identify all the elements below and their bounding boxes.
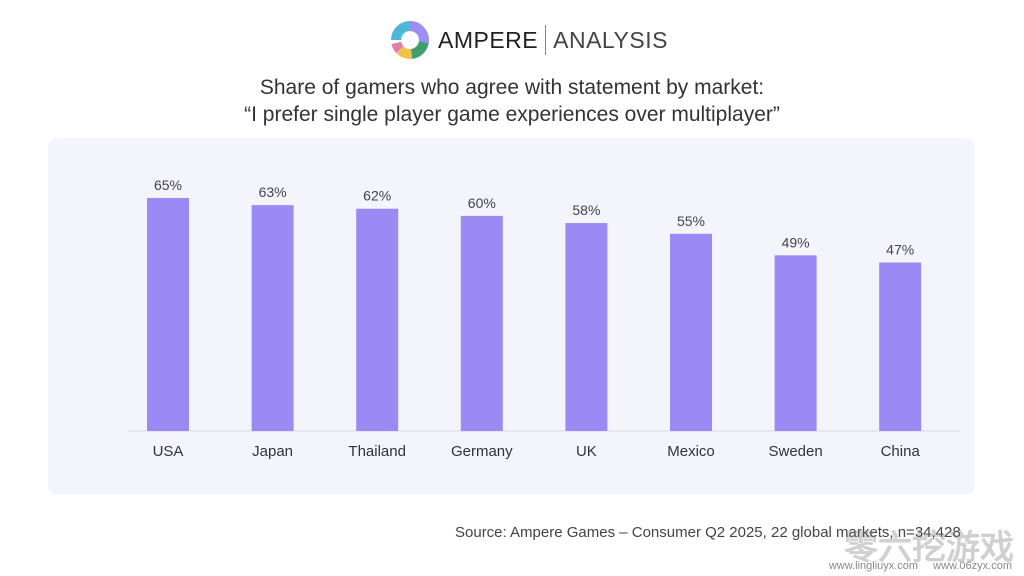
data-label: 58% [572, 202, 600, 218]
x-tick-label: Germany [451, 443, 513, 460]
bar-uk [565, 223, 608, 431]
x-tick-label: China [881, 443, 921, 460]
data-label: 49% [782, 234, 810, 250]
bar-thailand [356, 208, 399, 431]
logo-brand: AMPERE [438, 26, 539, 53]
logo-divider [545, 25, 547, 55]
x-tick-label: Japan [252, 443, 293, 460]
bar-mexico [670, 233, 712, 431]
logo-ring-icon [391, 20, 429, 59]
chart-title: Share of gamers who agree with statement… [259, 76, 765, 99]
data-label: 60% [468, 195, 496, 211]
source-note: Source: Ampere Games – Consumer Q2 2025,… [455, 524, 961, 541]
x-tick-label: Mexico [667, 443, 715, 460]
bar-usa [147, 197, 189, 431]
bar-germany [460, 215, 503, 431]
bar-china [879, 262, 922, 431]
x-tick-label: Sweden [768, 443, 822, 460]
chart-subtitle: “I prefer single player game experiences… [244, 103, 780, 126]
watermark: 零六挖游戏 [844, 529, 1014, 567]
chart-panel [48, 138, 975, 495]
data-label: 63% [259, 184, 287, 200]
watermark-urls: www.lingliuyx.com www.06zyx.com [828, 560, 1012, 572]
bar-sweden [774, 255, 817, 431]
x-tick-label: UK [576, 443, 597, 460]
logo-sub: ANALYSIS [553, 26, 668, 53]
data-label: 62% [363, 188, 391, 204]
data-label: 47% [886, 242, 914, 258]
data-label: 55% [677, 213, 705, 229]
ampere-logo: AMPERE ANALYSIS [390, 20, 668, 60]
x-tick-label: USA [153, 443, 184, 460]
bar-japan [251, 205, 294, 431]
data-label: 65% [154, 177, 182, 193]
x-tick-label: Thailand [348, 443, 406, 460]
